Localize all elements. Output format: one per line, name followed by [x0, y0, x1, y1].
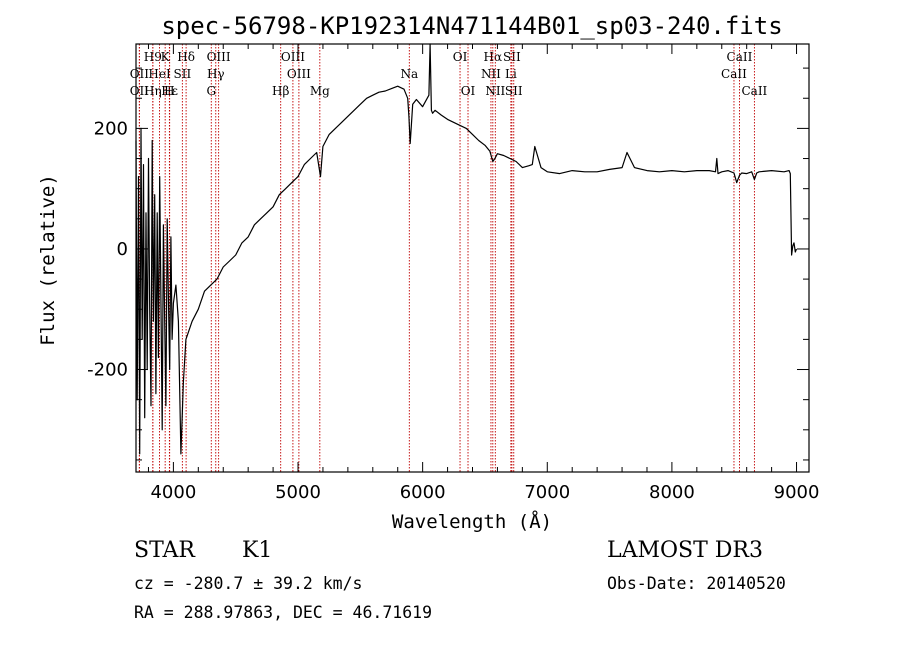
- line-marker-label: OIII: [207, 50, 231, 64]
- flux-series-line: [135, 43, 798, 455]
- y-tick-label: 0: [117, 239, 128, 260]
- y-axis-ticks: -200 0 200: [87, 67, 809, 461]
- line-marker-label: HeI: [148, 67, 171, 81]
- survey-name: LAMOST DR3: [607, 538, 763, 563]
- line-marker-label: SII: [505, 84, 523, 98]
- y-tick-label: 200: [94, 118, 128, 139]
- line-marker-label: OI: [461, 84, 476, 98]
- x-tick-label: 5000: [275, 482, 321, 503]
- line-marker-label: G: [206, 84, 216, 98]
- x-tick-label: 7000: [524, 482, 570, 503]
- line-marker-label: OIII: [287, 67, 311, 81]
- line-marker-label: Mg: [310, 84, 330, 98]
- line-marker-label: SII: [174, 67, 192, 81]
- line-marker-label: Hη: [144, 84, 162, 98]
- line-marker-label: CaII: [727, 50, 753, 64]
- line-marker-label: NII: [481, 67, 501, 81]
- line-marker-label: Hβ: [272, 84, 289, 98]
- object-subclass: K1: [242, 538, 273, 563]
- line-marker-label: H: [164, 84, 174, 98]
- coordinates: RA = 288.97863, DEC = 46.71619: [134, 603, 433, 622]
- redshift-readout: cz = -280.7 ± 39.2 km/s: [134, 574, 363, 593]
- y-tick-label: -200: [87, 360, 128, 381]
- y-axis-label: Flux (relative): [37, 174, 59, 346]
- line-marker-label: NII: [485, 84, 505, 98]
- line-marker-label: Hγ: [207, 67, 225, 81]
- line-marker-label: Hε: [161, 84, 178, 98]
- object-class: STAR: [134, 538, 195, 563]
- plot-frame: [135, 43, 810, 473]
- obs-date: Obs-Date: 20140520: [607, 574, 786, 593]
- line-marker-label: Hα: [484, 50, 503, 64]
- x-tick-label: 9000: [774, 482, 820, 503]
- x-axis-label: Wavelength (Å): [392, 510, 552, 533]
- chart-title: spec-56798-KP192314N471144B01_sp03-240.f…: [161, 12, 782, 40]
- x-tick-label: 8000: [649, 482, 695, 503]
- line-marker-label: CaII: [721, 67, 747, 81]
- line-marker-label: Na: [400, 67, 418, 81]
- line-marker-label: OIII: [281, 50, 305, 64]
- line-marker-label: CaII: [741, 84, 767, 98]
- line-marker-label: K: [161, 50, 171, 64]
- line-marker-label: Hδ: [177, 50, 195, 64]
- x-axis-ticks: 4000 5000 6000 7000 8000 9000: [147, 44, 820, 503]
- line-marker-label: OII: [130, 84, 150, 98]
- x-tick-label: 4000: [150, 482, 196, 503]
- x-tick-label: 6000: [400, 482, 446, 503]
- line-marker-label: Li: [505, 67, 517, 81]
- line-marker-label: OI: [453, 50, 468, 64]
- line-marker-label: SII: [503, 50, 521, 64]
